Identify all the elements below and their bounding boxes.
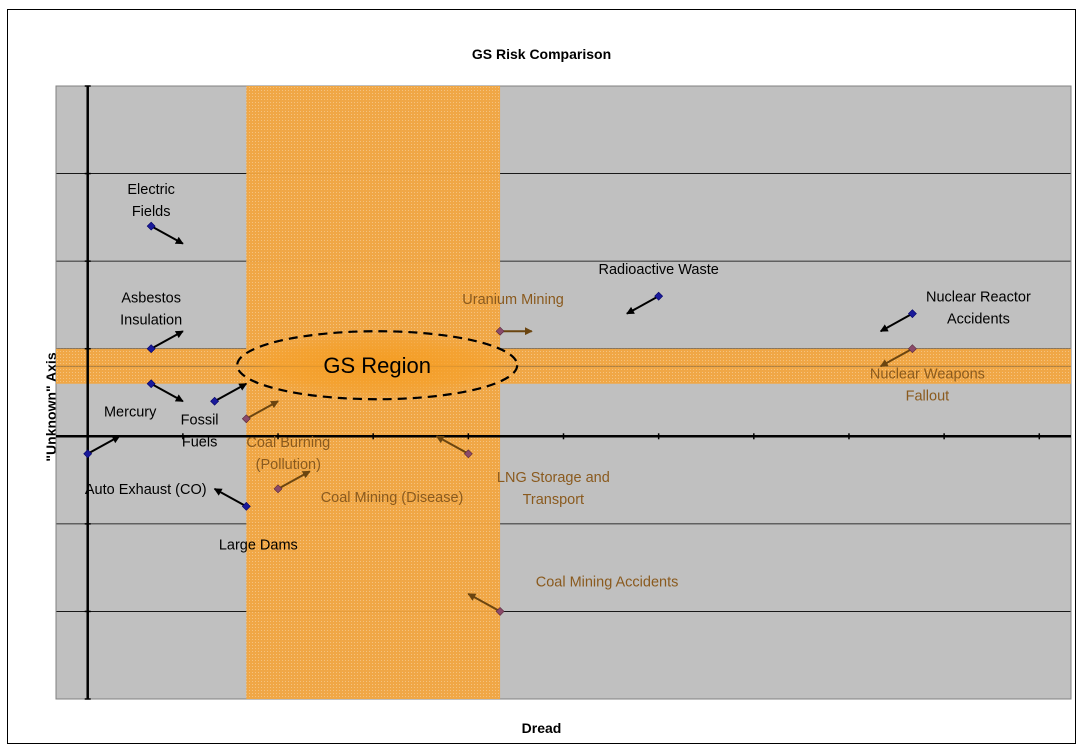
risk-arrow	[626, 295, 660, 315]
risk-label: Mercury	[104, 405, 157, 421]
risk-arrow	[150, 225, 184, 245]
risk-arrow	[879, 312, 913, 333]
risk-label: Coal Burning (Pollution)	[246, 435, 330, 473]
risk-label: Uranium Mining	[462, 292, 564, 308]
risk-label: Asbestos Insulation	[120, 291, 182, 329]
risk-point	[463, 449, 473, 459]
plot-border	[55, 85, 1072, 700]
risk-label: Auto Exhaust (CO)	[85, 482, 207, 498]
risk-arrow	[879, 347, 913, 368]
gs-region-label: GS Region	[323, 353, 431, 378]
gs-region: GS Region	[56, 86, 1071, 699]
risk-point	[907, 309, 917, 319]
risk-arrow	[87, 435, 121, 455]
gs-region-ellipse	[236, 330, 519, 401]
risk-arrow	[213, 487, 247, 508]
risk-point	[495, 607, 505, 616]
risk-arrow	[277, 470, 311, 490]
x-axis-label: Dread	[521, 720, 562, 736]
risk-point	[241, 414, 251, 424]
plot-area	[56, 86, 1071, 699]
risk-label: Radioactive Waste	[598, 262, 718, 278]
risk-point	[654, 291, 664, 301]
gs-region-glow	[237, 331, 518, 400]
risk-label: Large Dams	[219, 537, 298, 553]
risk-point	[241, 501, 251, 511]
risk-point	[146, 221, 156, 231]
risk-point	[146, 379, 156, 389]
risk-arrow	[435, 435, 469, 455]
risk-point	[907, 344, 917, 354]
risk-point	[495, 326, 505, 336]
risk-label: Coal Mining Accidents	[536, 574, 679, 590]
risk-arrow	[245, 400, 279, 420]
risk-arrow	[214, 382, 248, 403]
risk-label: Electric Fields	[127, 182, 175, 220]
chart-title: GS Risk Comparison	[471, 46, 612, 62]
risk-arrow	[150, 382, 184, 403]
risk-label: Nuclear Reactor Accidents	[926, 290, 1031, 328]
risk-point	[273, 484, 283, 494]
risk-label: Nuclear Weapons Fallout	[870, 367, 985, 405]
risk-point	[210, 396, 220, 406]
data-marks	[83, 221, 917, 616]
risk-label: Coal Mining (Disease)	[321, 490, 464, 506]
risk-point	[146, 344, 156, 354]
risk-label: LNG Storage and Transport	[497, 470, 610, 508]
risk-point	[83, 449, 93, 459]
axes	[56, 85, 1071, 700]
risk-arrow	[467, 593, 501, 613]
data-labels: Electric Fields Radioactive Waste Asbestos I…	[85, 182, 1031, 590]
risk-arrow	[150, 330, 184, 350]
risk-label: Fossil Fuels	[181, 412, 219, 450]
